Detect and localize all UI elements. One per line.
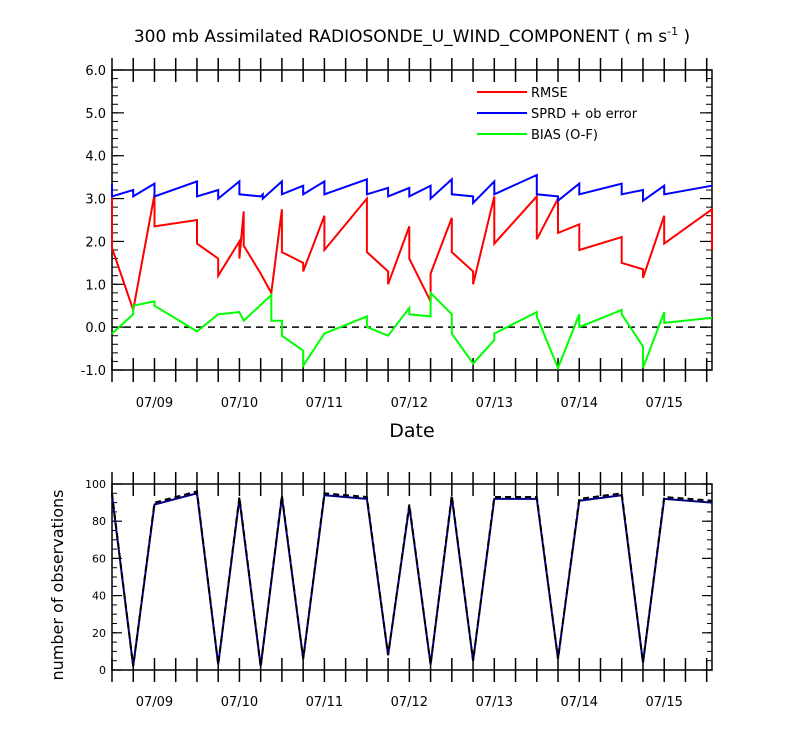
bottom-series-line-obs-used: [111, 492, 713, 667]
bottom-x-tick-label: 07/12: [391, 695, 428, 710]
top-x-axis-label: Date: [389, 420, 434, 442]
top-series-line-sprd-ob-error: [111, 173, 713, 206]
bottom-y-tick-label: 60: [92, 552, 106, 565]
bottom-plot-area: 0 20 40 60 80 100 07/09 07/10 07/11 07/12 07/13 07/…: [85, 472, 713, 710]
top-x-tick-label: 07/11: [306, 396, 343, 411]
top-y-tick-label: 2.0: [85, 235, 106, 250]
top-y-tick-label: 5.0: [85, 107, 106, 122]
top-y-tick-label: 3.0: [85, 193, 106, 208]
top-x-tick-label: 07/13: [476, 396, 513, 411]
top-y-tick-label: -1.0: [81, 364, 106, 379]
top-y-tick-label: 0.0: [85, 321, 106, 336]
bottom-y-axis-label: number of observations: [48, 490, 67, 681]
top-y-tick-label: 4.0: [85, 150, 106, 165]
top-y-tick-label: 6.0: [85, 64, 106, 79]
legend-label-0: RMSE: [531, 86, 568, 101]
bottom-x-tick-label: 07/09: [136, 695, 173, 710]
bottom-y-tick-label: 20: [92, 627, 106, 640]
bottom-plot-frame: [111, 483, 713, 671]
top-x-tick-label: 07/09: [136, 396, 173, 411]
bottom-y-tick-label: 80: [92, 515, 106, 528]
legend-label-1: SPRD + ob error: [531, 107, 638, 122]
bottom-series-line-obs-possible: [111, 490, 713, 667]
top-series-line-bias-o-f: [111, 290, 713, 371]
bottom-y-tick-label: 100: [85, 478, 106, 491]
bottom-x-tick-label: 07/13: [476, 695, 513, 710]
bottom-x-tick-label: 07/14: [561, 695, 598, 710]
bottom-y-tick-label: 0: [99, 664, 106, 677]
top-plot-area: -1.0 0.0 1.0 2.0 3.0 4.0 5.0 6.0 07/09 07/10 07/11…: [81, 58, 713, 411]
bottom-x-tick-label: 07/10: [221, 695, 258, 710]
legend-label-2: BIAS (O-F): [531, 128, 598, 143]
top-y-tick-label: 1.0: [85, 278, 106, 293]
top-series-line-rmse: [111, 185, 713, 314]
bottom-x-tick-label: 07/15: [645, 695, 682, 710]
top-x-tick-label: 07/12: [391, 396, 428, 411]
bottom-y-tick-label: 40: [92, 590, 106, 603]
top-x-tick-label: 07/15: [645, 396, 682, 411]
top-x-tick-label: 07/14: [561, 396, 598, 411]
top-chart-title: 300 mb Assimilated RADIOSONDE_U_WIND_COM…: [134, 25, 690, 47]
top-x-tick-label: 07/10: [221, 396, 258, 411]
bottom-x-tick-label: 07/11: [306, 695, 343, 710]
